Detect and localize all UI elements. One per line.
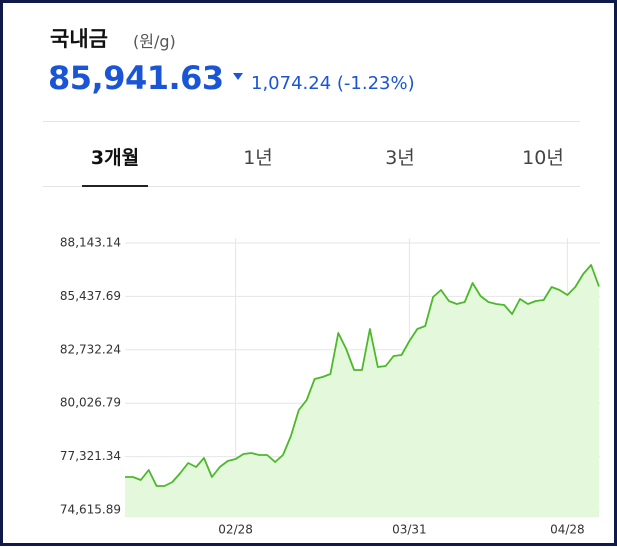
- chart: 74,615.89 77,321.34 80,026.79 82,732.24 85,4…: [60, 73, 600, 537]
- y-tick-label: 74,615.89: [60, 503, 121, 517]
- separator: [43, 186, 580, 187]
- x-tick-label: 04/28: [550, 523, 585, 537]
- y-tick-label: 80,026.79: [60, 396, 121, 410]
- tab[interactable]: 3개월: [90, 147, 140, 169]
- tab-underline: [82, 185, 148, 187]
- down-arrow: [233, 73, 243, 80]
- y-tick-label: 85,437.69: [60, 289, 121, 303]
- x-tick-label: 02/28: [218, 523, 253, 537]
- change: 1,074.24 (-1.23%): [251, 73, 415, 94]
- y-tick-label: 82,732.24: [60, 342, 121, 356]
- separator: [43, 121, 580, 122]
- tab[interactable]: 3년: [385, 147, 415, 169]
- title: 국내금: [50, 27, 108, 51]
- y-tick-label: 77,321.34: [60, 449, 121, 463]
- unit: (원/g): [133, 32, 176, 51]
- line: [125, 264, 600, 487]
- x-tick-label: 03/31: [392, 523, 427, 537]
- change-pct: (-1.23%): [336, 73, 415, 94]
- price: 85,941.63: [48, 59, 224, 97]
- change-value: 1,074.24: [251, 73, 332, 94]
- tab[interactable]: 1년: [243, 147, 273, 169]
- area: [125, 265, 599, 517]
- y-tick-label: 88,143.14: [60, 236, 121, 250]
- tab[interactable]: 10년: [522, 147, 564, 169]
